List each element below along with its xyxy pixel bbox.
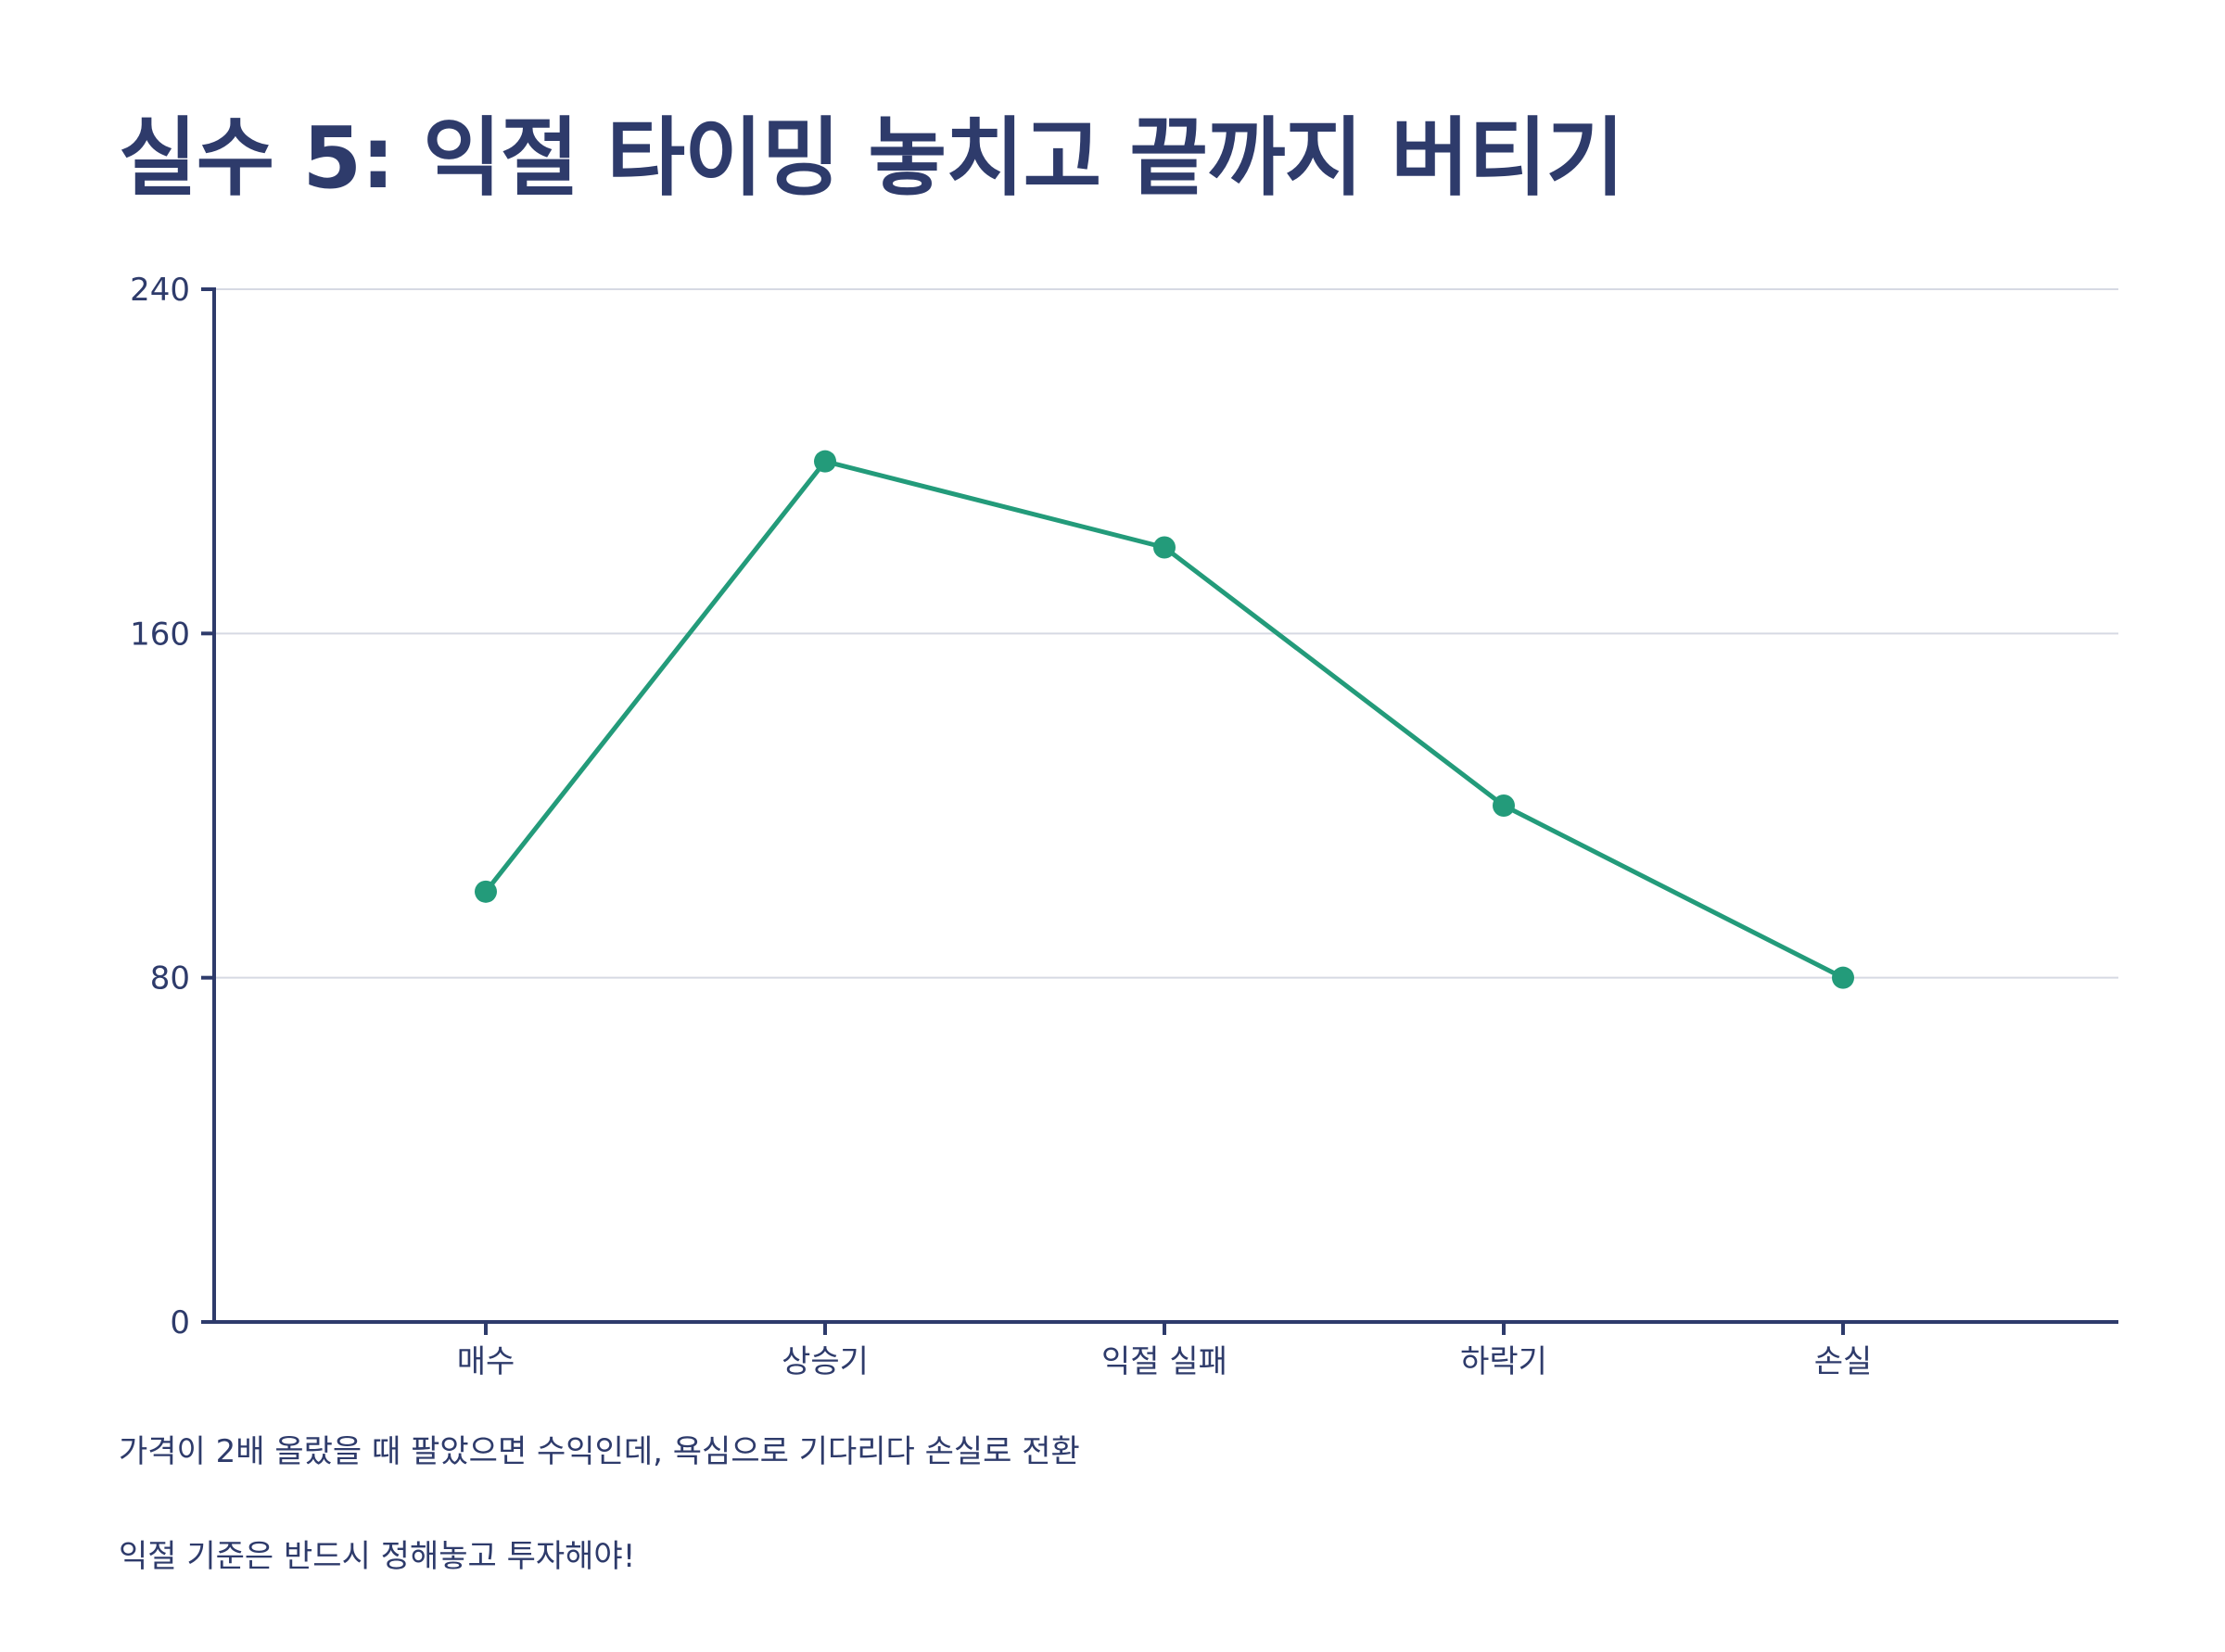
axes [212, 287, 2118, 1324]
data-point [1493, 794, 1515, 817]
grid-lines [214, 288, 2118, 979]
data-point [814, 450, 836, 473]
page-title: 실수 5: 익절 타이밍 놓치고 끝까지 버티기 [119, 108, 1624, 208]
x-tick-label: 하락기 [1460, 1343, 1547, 1380]
y-axis-ticks: 0 80 160 240 [130, 272, 214, 1341]
note-line-2: 익절 기준은 반드시 정해놓고 투자해야! [119, 1538, 636, 1575]
y-tick-label: 240 [130, 272, 190, 309]
notes: 가격이 2배 올랐을 때 팔았으면 수익인데, 욕심으로 기다리다 손실로 전환… [119, 1426, 1080, 1635]
data-point [475, 880, 497, 903]
series-line [475, 450, 1854, 989]
data-point [1832, 966, 1854, 989]
x-tick-label: 상승기 [782, 1343, 869, 1380]
x-tick-label: 매수 [457, 1343, 515, 1380]
y-tick-label: 80 [150, 960, 190, 998]
x-axis-ticks: 매수 상승기 익절 실패 하락기 손실 [457, 1322, 1873, 1380]
data-point [1153, 536, 1176, 559]
x-tick-label: 익절 실패 [1101, 1343, 1227, 1380]
note-line-1: 가격이 2배 올랐을 때 팔았으면 수익인데, 욕심으로 기다리다 손실로 전환 [119, 1433, 1080, 1470]
y-tick-label: 160 [130, 616, 190, 653]
x-tick-label: 손실 [1814, 1343, 1873, 1380]
y-tick-label: 0 [170, 1304, 190, 1341]
